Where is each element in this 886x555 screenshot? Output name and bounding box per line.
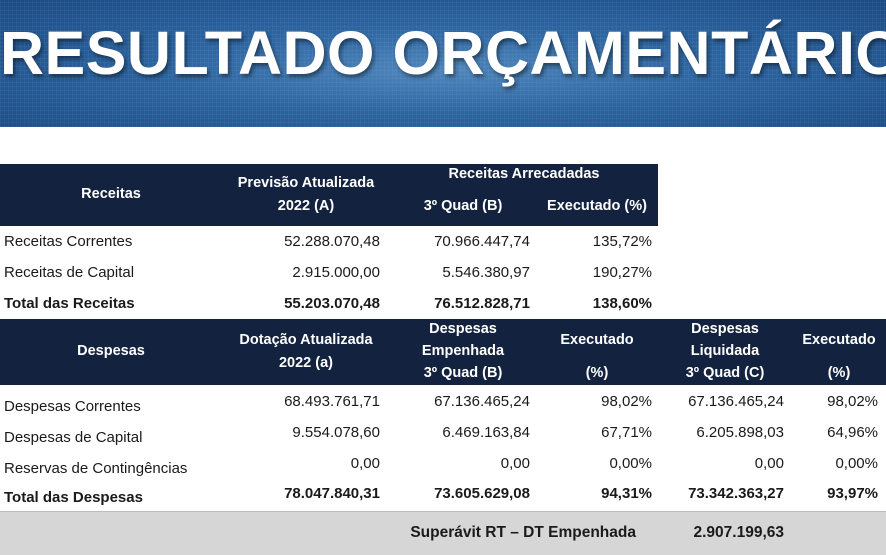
- total-row: Total das Receitas 55.203.070,48 76.512.…: [0, 288, 886, 319]
- row-label: Despesas de Capital: [4, 429, 143, 446]
- superavit-value: 2.907.199,63: [693, 524, 784, 541]
- row-dotacao: 0,00: [350, 455, 380, 472]
- table-row: Receitas de Capital 2.915.000,00 5.546.3…: [0, 257, 886, 288]
- superavit-label: Superávit RT – DT Empenhada: [410, 524, 636, 541]
- total-executado: 138,60%: [592, 295, 652, 312]
- despesas-col-empenhada-line2: Empenhada: [421, 343, 505, 359]
- despesas-col-dotacao-line1: Dotação Atualizada: [239, 332, 373, 348]
- row-liquidada: 67.136.465,24: [688, 393, 784, 410]
- page-title: RESULTADO ORÇAMENTÁRIO: [0, 19, 886, 87]
- total-label: Total das Despesas: [4, 489, 143, 506]
- receitas-col-quad: 3º Quad (B): [423, 198, 503, 214]
- despesas-col-dotacao-line2: 2022 (a): [278, 355, 333, 371]
- receitas-header: Receitas Previsão Atualizada 2022 (A) Re…: [0, 164, 658, 226]
- total-quad: 76.512.828,71: [434, 295, 530, 312]
- title-banner: RESULTADO ORÇAMENTÁRIO: [0, 0, 886, 127]
- receitas-col-previsao-line2: 2022 (A): [277, 198, 335, 214]
- despesas-col-empenhada-line1: Despesas: [429, 321, 497, 337]
- table-row: Reservas de Contingências 0,00 0,00 0,00…: [0, 451, 886, 482]
- despesas-col-label: Despesas: [77, 343, 145, 359]
- despesas-col-exec2-line1: Executado: [802, 332, 876, 348]
- table-row: Despesas de Capital 9.554.078,60 6.469.1…: [0, 420, 886, 451]
- row-label: Receitas Correntes: [4, 233, 133, 250]
- row-exec2: 98,02%: [827, 393, 878, 410]
- row-empenhada: 6.469.163,84: [442, 424, 530, 441]
- despesas-col-liquidada-line3: 3º Quad (C): [685, 365, 765, 381]
- row-label: Reservas de Contingências: [4, 460, 188, 477]
- total-label: Total das Receitas: [4, 295, 135, 312]
- row-previsao: 52.288.070,48: [284, 233, 380, 250]
- row-dotacao: 9.554.078,60: [292, 424, 380, 441]
- total-previsao: 55.203.070,48: [284, 295, 380, 312]
- row-label: Receitas de Capital: [4, 264, 135, 281]
- row-exec1: 0,00%: [609, 455, 652, 472]
- total-dotacao: 78.047.840,31: [284, 485, 380, 502]
- table-row: Receitas Correntes 52.288.070,48 70.966.…: [0, 226, 886, 257]
- row-dotacao: 68.493.761,71: [284, 393, 380, 410]
- total-liquidada: 73.342.363,27: [688, 485, 784, 502]
- superavit-footer: Superávit RT – DT Empenhada 2.907.199,63: [0, 511, 886, 555]
- row-liquidada: 0,00: [754, 455, 784, 472]
- row-empenhada: 67.136.465,24: [434, 393, 530, 410]
- despesas-col-exec1-line1: Executado: [560, 332, 634, 348]
- row-executado: 135,72%: [592, 233, 652, 250]
- receitas-col-executado: Executado (%): [547, 198, 647, 214]
- table-row: Despesas Correntes 68.493.761,71 67.136.…: [0, 389, 886, 420]
- total-row: Total das Despesas 78.047.840,31 73.605.…: [0, 480, 886, 511]
- row-quad: 5.546.380,97: [442, 264, 530, 281]
- receitas-group-arrecadadas: Receitas Arrecadadas: [448, 166, 600, 182]
- despesas-col-empenhada-line3: 3º Quad (B): [423, 365, 503, 381]
- row-previsao: 2.915.000,00: [292, 264, 380, 281]
- total-empenhada: 73.605.629,08: [434, 485, 530, 502]
- row-exec1: 98,02%: [601, 393, 652, 410]
- row-empenhada: 0,00: [500, 455, 530, 472]
- despesas-header: Despesas Dotação Atualizada 2022 (a) Des…: [0, 319, 886, 385]
- total-exec1: 94,31%: [601, 485, 652, 502]
- row-exec1: 67,71%: [601, 424, 652, 441]
- row-quad: 70.966.447,74: [434, 233, 530, 250]
- row-liquidada: 6.205.898,03: [696, 424, 784, 441]
- despesas-col-liquidada-line1: Despesas: [691, 321, 759, 337]
- total-exec2: 93,97%: [827, 485, 878, 502]
- despesas-col-exec2-line2: (%): [827, 365, 851, 381]
- receitas-col-previsao-line1: Previsão Atualizada: [237, 175, 375, 191]
- row-label: Despesas Correntes: [4, 398, 141, 415]
- receitas-col-label: Receitas: [81, 186, 141, 202]
- despesas-col-exec1-line2: (%): [585, 365, 609, 381]
- row-exec2: 64,96%: [827, 424, 878, 441]
- row-exec2: 0,00%: [835, 455, 878, 472]
- row-executado: 190,27%: [592, 264, 652, 281]
- despesas-col-liquidada-line2: Liquidada: [690, 343, 760, 359]
